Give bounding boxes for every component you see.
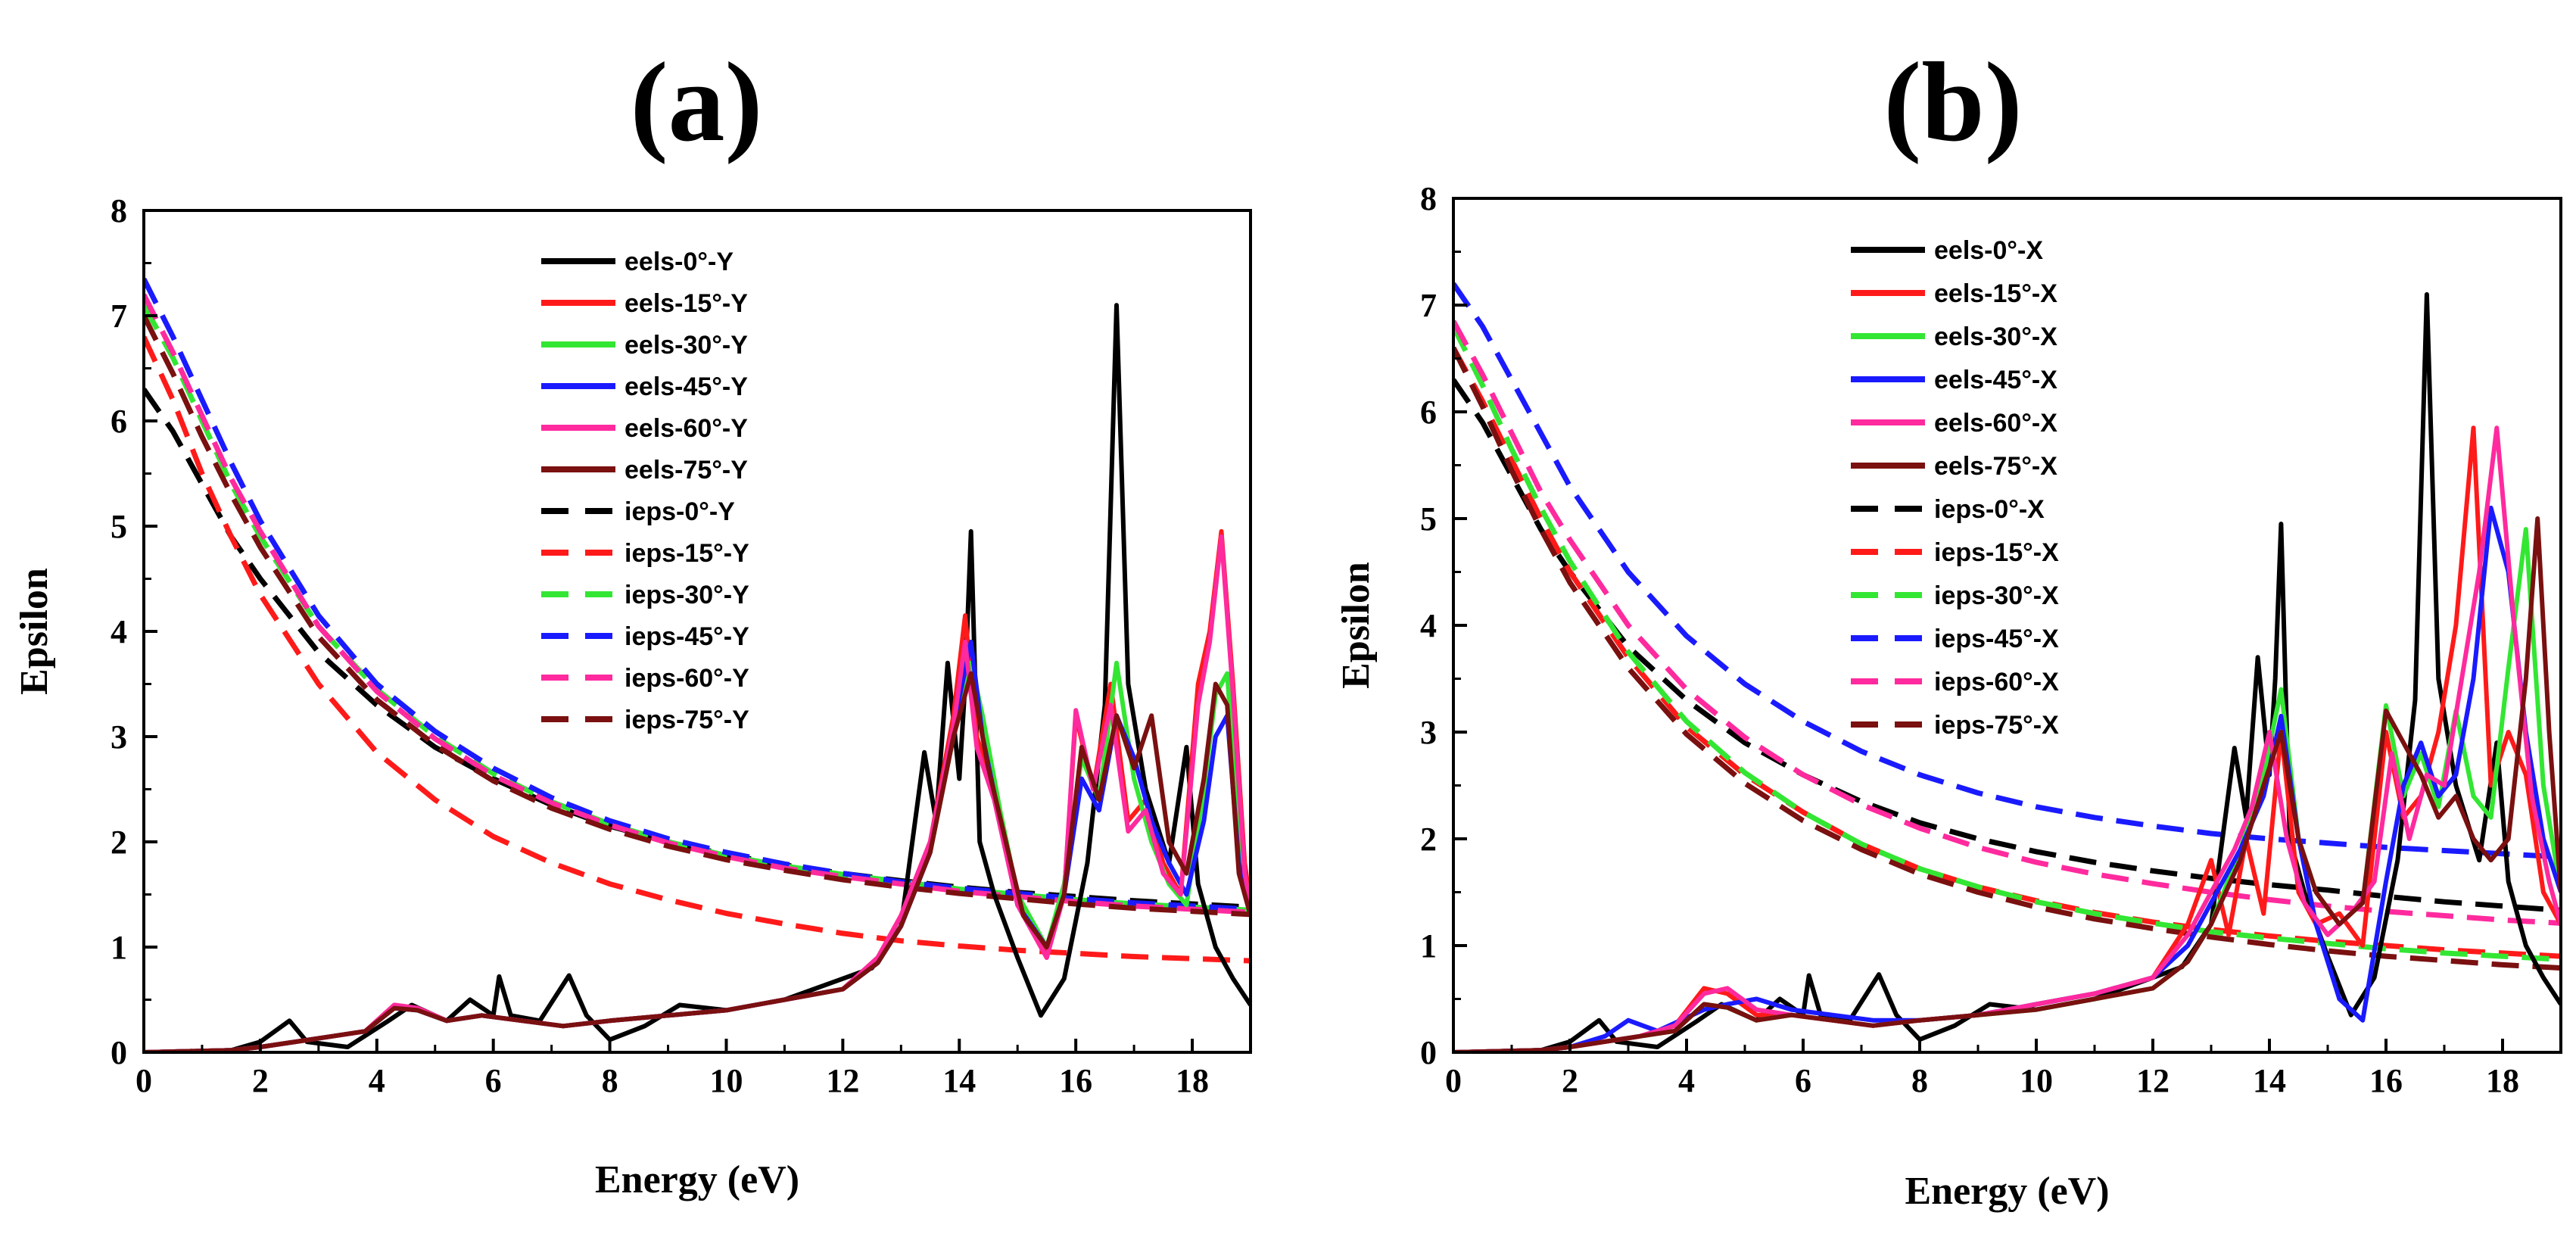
legend-label: ieps-75°-Y: [625, 706, 749, 734]
x-tick-label: 2: [1562, 1062, 1578, 1099]
x-tick-label: 18: [1176, 1062, 1209, 1099]
x-tick-label: 12: [826, 1062, 859, 1099]
panel-label-b: (b): [1883, 39, 2022, 165]
y-tick-label: 6: [1420, 394, 1437, 431]
x-tick-label: 16: [1059, 1062, 1092, 1099]
legend: eels-0°-Y eels-15°-Y eels-30°-Y eels-45°-Y e…: [541, 248, 749, 734]
series-line-ieps-0°-X: [1453, 378, 2561, 913]
panel-a-chart: Epsilon Energy (eV) 0 2 4 6 8 10 12 14 16 1801234…: [13, 192, 1252, 1201]
series-line-eels-75°-X: [1453, 516, 2561, 1052]
legend-label: ieps-0°-X: [1934, 495, 2045, 524]
legend-label: ieps-75°-X: [1934, 711, 2059, 740]
series-line-ieps-75°-Y: [144, 314, 1251, 918]
series-line-eels-60°-X: [1453, 425, 2561, 1052]
x-tick-label: 8: [602, 1062, 618, 1099]
legend-label: ieps-30°-X: [1934, 581, 2059, 610]
x-tick-label: 2: [252, 1062, 269, 1099]
x-tick-label: 10: [709, 1062, 743, 1099]
y-tick-label: 2: [111, 824, 127, 861]
legend-label: eels-30°-X: [1934, 323, 2057, 351]
legend-label: ieps-45°-Y: [625, 622, 749, 651]
legend-label: ieps-0°-Y: [625, 497, 735, 526]
panel-b-chart: Epsilon Energy (eV) 0 2 4 6 8 10 12 14 16 1801234…: [1335, 180, 2562, 1213]
x-tick-label: 16: [2369, 1062, 2403, 1099]
x-tick-label: 14: [942, 1062, 976, 1099]
y-tick-label: 4: [1420, 607, 1437, 644]
legend-label: eels-75°-Y: [625, 456, 748, 485]
panel-a-x-axis-title: Energy (eV): [595, 1158, 799, 1201]
y-tick-label: 7: [111, 298, 127, 335]
y-tick-label: 5: [111, 508, 127, 545]
x-tick-label: 4: [1678, 1062, 1695, 1099]
legend-label: eels-30°-Y: [625, 331, 748, 360]
series-line-eels-75°-Y: [144, 671, 1251, 1052]
x-tick-label: 4: [369, 1062, 385, 1099]
y-tick-label: 3: [1420, 714, 1437, 751]
legend-label: eels-60°-X: [1934, 409, 2057, 438]
legend-label: eels-45°-Y: [625, 372, 748, 401]
legend-label: ieps-30°-Y: [625, 581, 749, 609]
legend-label: eels-15°-X: [1934, 279, 2057, 308]
y-tick-label: 7: [1420, 287, 1437, 324]
x-tick-label: 6: [1795, 1062, 1811, 1099]
y-tick-label: 4: [111, 613, 127, 650]
x-tick-label: 10: [2020, 1062, 2053, 1099]
panel-b-y-axis-title: Epsilon: [1335, 562, 1378, 689]
x-tick-label: 12: [2136, 1062, 2170, 1099]
series-line-ieps-75°-X: [1453, 346, 2561, 971]
legend-label: eels-60°-Y: [625, 414, 748, 443]
legend-label: eels-45°-X: [1934, 366, 2057, 394]
panel-a-y-axis-title: Epsilon: [13, 568, 56, 695]
y-tick-label: 8: [111, 192, 127, 229]
series-line-ieps-15°-X: [1453, 346, 2561, 959]
x-tick-label: 6: [485, 1062, 502, 1099]
legend-label: eels-75°-X: [1934, 452, 2057, 481]
panel-label-a: (a): [631, 39, 763, 165]
legend-label: ieps-60°-Y: [625, 664, 749, 693]
x-tick-label: 18: [2486, 1062, 2519, 1099]
panel-b-x-axis-title: Energy (eV): [1905, 1170, 2109, 1213]
legend-label: eels-0°-X: [1934, 236, 2043, 265]
legend-label: ieps-45°-X: [1934, 625, 2059, 653]
legend-label: ieps-15°-Y: [625, 539, 749, 568]
legend: eels-0°-X eels-15°-X eels-30°-X eels-45°-X e…: [1851, 236, 2059, 740]
y-tick-label: 5: [1420, 500, 1437, 538]
y-tick-label: 6: [111, 403, 127, 440]
plot-area: [144, 277, 1251, 1052]
x-tick-label: 8: [1911, 1062, 1928, 1099]
legend-label: eels-0°-Y: [625, 248, 734, 276]
legend-label: ieps-60°-X: [1934, 668, 2059, 697]
x-tick-label: 0: [135, 1062, 152, 1099]
legend-label: eels-15°-Y: [625, 289, 748, 318]
x-tick-label: 14: [2253, 1062, 2286, 1099]
y-tick-label: 3: [111, 718, 127, 756]
series-line-eels-45°-X: [1453, 505, 2561, 1052]
x-tick-label: 0: [1445, 1062, 1462, 1099]
y-tick-label: 1: [1420, 927, 1437, 965]
y-tick-label: 0: [111, 1034, 127, 1071]
series-line-ieps-45°-Y: [144, 277, 1251, 912]
y-tick-label: 2: [1420, 821, 1437, 858]
legend-label: ieps-15°-X: [1934, 538, 2059, 567]
y-tick-label: 8: [1420, 180, 1437, 217]
y-tick-label: 1: [111, 929, 127, 966]
y-tick-label: 0: [1420, 1034, 1437, 1071]
plot-area: [1453, 282, 2561, 1052]
